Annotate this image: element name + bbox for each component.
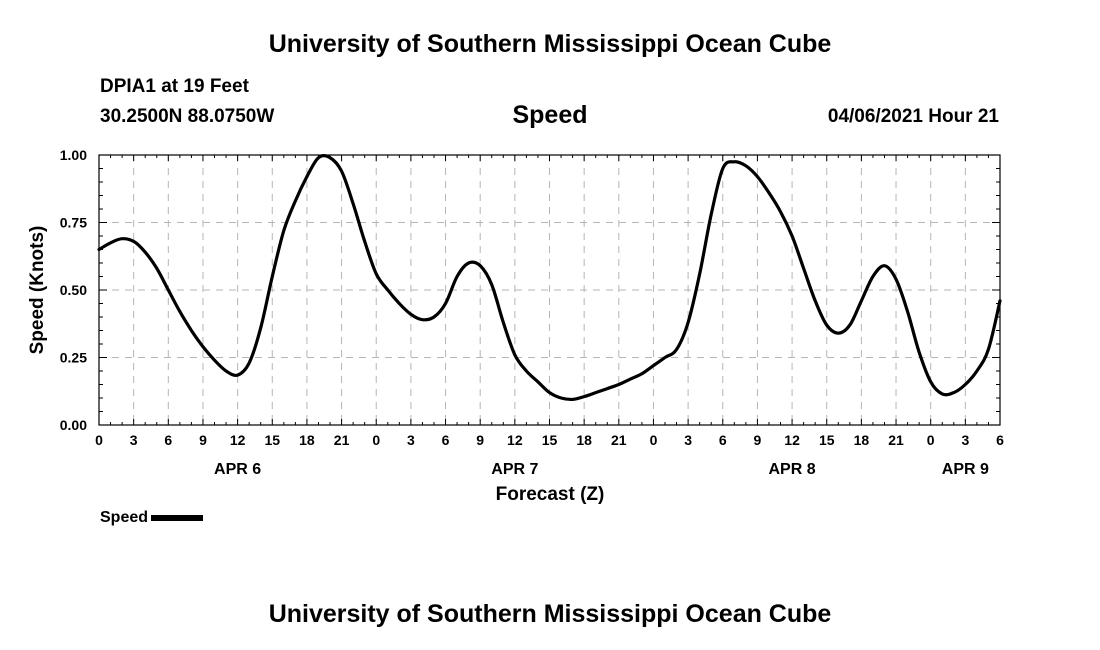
axis-tick-labels: 0 3 6 9 12 15 18 21 0 3 6 9 12 15 18 21 0 3 6 9 12 15 18 21 0 3 6A… [60,147,1004,478]
legend: Speed [100,509,204,527]
x-axis-label: Forecast (Z) [496,484,605,505]
x-tick-label: 18 [854,432,870,448]
footer-title: University of Southern Mississippi Ocean… [268,600,832,628]
y-tick-label: 1.00 [60,147,87,163]
legend-swatch [151,515,204,521]
x-tick-label: 21 [611,432,627,448]
x-tick-label: 6 [719,432,727,448]
x-tick-label: 9 [199,432,207,448]
x-tick-label: 0 [650,432,658,448]
station-coordinates: 30.2500N 88.0750W [100,106,275,127]
date-label: APR 9 [942,461,989,478]
x-tick-label: 6 [442,432,450,448]
date-label: APR 6 [214,461,261,478]
x-tick-label: 15 [542,432,558,448]
x-tick-label: 15 [819,432,835,448]
date-label: APR 7 [491,461,538,478]
y-tick-label: 0.00 [60,417,87,433]
x-tick-label: 12 [507,432,523,448]
x-tick-label: 21 [334,432,350,448]
y-tick-label: 0.75 [60,215,87,231]
chart-title: University of Southern Mississippi Ocean… [268,30,832,58]
x-tick-label: 3 [684,432,692,448]
x-tick-label: 0 [95,432,103,448]
legend-label: Speed [100,509,149,526]
x-tick-label: 0 [927,432,935,448]
x-tick-label: 12 [784,432,800,448]
x-tick-label: 9 [754,432,762,448]
x-tick-label: 21 [888,432,904,448]
parameter-title: Speed [512,101,588,129]
x-tick-label: 3 [961,432,969,448]
y-axis-label: Speed (Knots) [27,226,48,355]
x-tick-label: 15 [264,432,280,448]
x-tick-label: 0 [372,432,380,448]
date-label: APR 8 [769,461,816,478]
x-tick-label: 3 [130,432,138,448]
x-tick-label: 18 [576,432,592,448]
x-tick-label: 3 [407,432,415,448]
forecast-datetime: 04/06/2021 Hour 21 [827,106,999,127]
x-tick-label: 6 [996,432,1004,448]
station-name: DPIA1 at 19 Feet [100,76,249,97]
x-tick-label: 12 [230,432,246,448]
x-tick-label: 6 [164,432,172,448]
x-tick-label: 9 [476,432,484,448]
y-tick-label: 0.50 [60,282,87,298]
x-tick-label: 18 [299,432,315,448]
speed-series-line [97,154,1002,402]
y-tick-label: 0.25 [60,350,87,366]
